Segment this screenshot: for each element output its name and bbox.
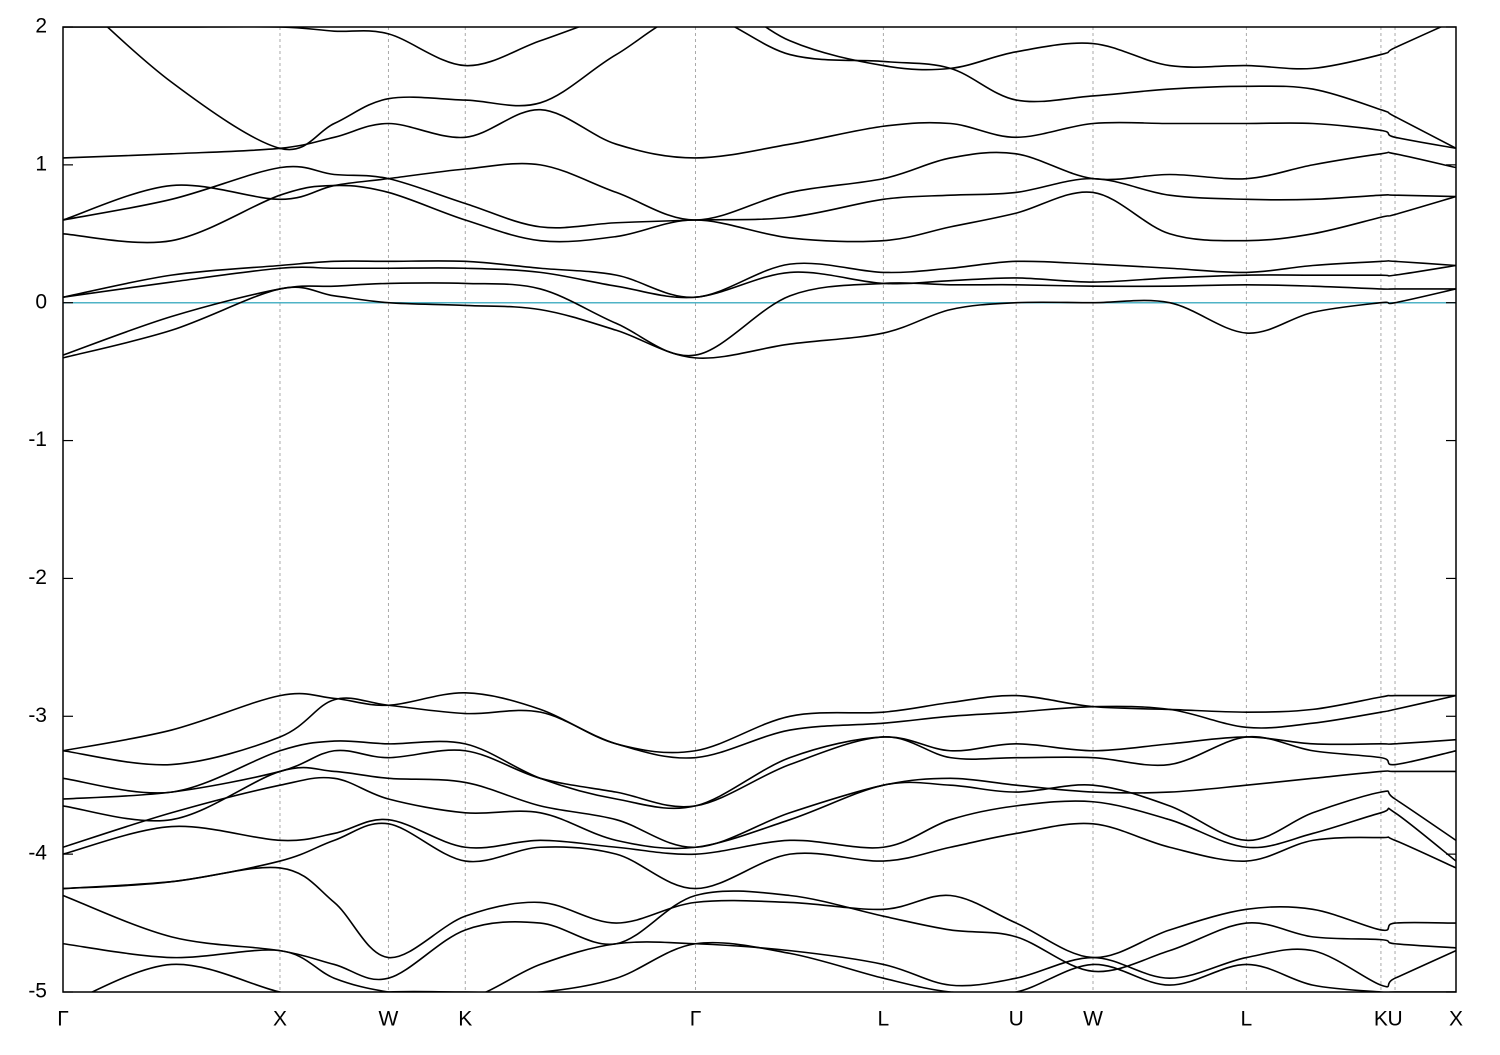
x-tick-label: X [1449, 1008, 1463, 1031]
y-tick-label: 1 [35, 152, 47, 175]
band-line [63, 822, 1456, 890]
band-line [63, 736, 1456, 810]
x-tick-label: L [878, 1008, 890, 1031]
x-tick-label: X [273, 1008, 287, 1031]
x-tick-label: U [1387, 1008, 1402, 1031]
x-tick-label: K [458, 1008, 472, 1031]
band-line [63, 866, 1456, 959]
x-tick-label: W [379, 1008, 399, 1031]
y-tick-label: 0 [35, 290, 47, 313]
y-tick-label: -4 [28, 842, 47, 865]
y-tick-label: -3 [28, 704, 47, 727]
band-line [63, 108, 1456, 159]
band-line [63, 264, 1456, 299]
x-tick-label: W [1083, 1008, 1103, 1031]
y-tick-label: -2 [28, 566, 47, 589]
band-line [63, 735, 1456, 808]
band-line [63, 694, 1456, 766]
x-tick-label: K [1374, 1008, 1388, 1031]
band-line [63, 766, 1456, 849]
band-line [63, 165, 1456, 229]
band-line [63, 27, 1443, 71]
band-line [63, 776, 1456, 850]
band-line [63, 260, 1456, 299]
band-line [63, 692, 1456, 754]
band-line [63, 282, 1456, 357]
band-line [63, 941, 1456, 992]
band-line [90, 941, 1456, 992]
y-tick-label: -5 [28, 980, 47, 1003]
bands [63, 27, 1456, 992]
x-tick-label: U [1009, 1008, 1024, 1031]
band-line [63, 286, 1456, 359]
x-tick-label: Γ [57, 1008, 69, 1031]
band-line [106, 27, 1456, 151]
plot-frame [62, 26, 1457, 993]
grid [62, 27, 1457, 992]
band-line [63, 800, 1456, 862]
y-tick-label: 2 [35, 15, 47, 38]
x-tick-label: Γ [690, 1008, 702, 1031]
band-line [63, 151, 1456, 221]
y-tick-label: -1 [28, 428, 47, 451]
band-line [63, 890, 1456, 981]
x-tick-label: L [1241, 1008, 1253, 1031]
